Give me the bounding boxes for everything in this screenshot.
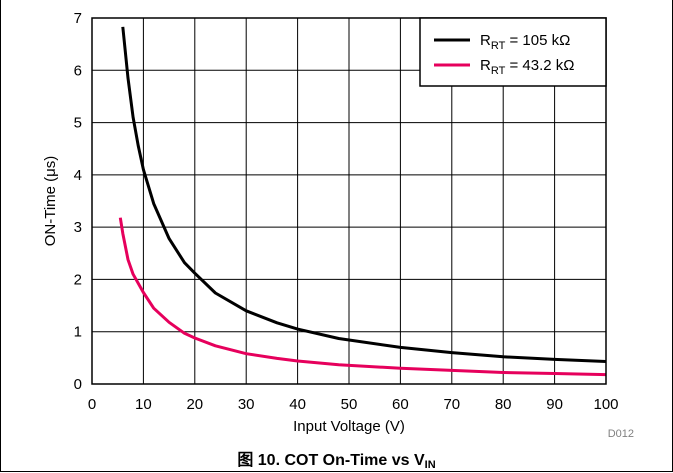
- series-line-2: [118, 217, 607, 377]
- caption-subscript: IN: [424, 459, 436, 471]
- x-tick-label: 70: [443, 396, 460, 413]
- y-tick-label: 3: [74, 219, 82, 236]
- x-tick-label: 90: [546, 396, 563, 413]
- caption-text: 图 10. COT On-Time vs V: [237, 452, 425, 469]
- x-tick-label: 100: [593, 396, 618, 413]
- x-tick-label: 10: [135, 396, 152, 413]
- y-tick-label: 0: [74, 376, 82, 393]
- legend-label: RRT = 105 kΩ: [480, 32, 570, 52]
- figure-caption: 图 10. COT On-Time vs VIN: [0, 446, 673, 471]
- y-tick-label: 2: [74, 271, 82, 288]
- x-tick-label: 40: [289, 396, 306, 413]
- y-tick-labels: 0 1 2 3 4 5 6 7: [74, 10, 82, 393]
- x-tick-label: 20: [186, 396, 203, 413]
- x-axis-label: Input Voltage (V): [293, 418, 405, 435]
- chart: 0 1 2 3 4 5 6 7 0 10 20 30 40 50 60 70 80 90 100 Input Vo…: [42, 10, 634, 440]
- y-tick-label: 5: [74, 115, 82, 132]
- plot-border: [91, 17, 607, 385]
- legend-box: [419, 17, 607, 87]
- figure-code: D012: [608, 428, 634, 440]
- y-tick-label: 7: [74, 10, 82, 27]
- series-layer: [118, 26, 607, 377]
- series-line-1: [121, 26, 607, 363]
- y-tick-label: 6: [74, 62, 82, 79]
- legend-label: RRT = 43.2 kΩ: [480, 57, 574, 77]
- y-axis-label: ON-Time (μs): [42, 156, 59, 247]
- x-tick-label: 0: [88, 396, 96, 413]
- legend: RRT = 105 kΩ RRT = 43.2 kΩ: [419, 17, 607, 87]
- x-tick-label: 30: [238, 396, 255, 413]
- y-tick-label: 1: [74, 324, 82, 341]
- x-tick-label: 60: [392, 396, 409, 413]
- x-tick-labels: 0 10 20 30 40 50 60 70 80 90 100: [88, 396, 619, 413]
- x-tick-label: 50: [341, 396, 358, 413]
- x-tick-label: 80: [495, 396, 512, 413]
- y-tick-label: 4: [74, 167, 82, 184]
